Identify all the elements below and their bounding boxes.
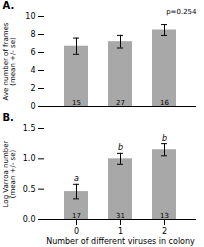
svg-text:27: 27: [116, 99, 125, 107]
svg-text:0.5: 0.5: [23, 185, 36, 194]
svg-text:a: a: [74, 174, 79, 183]
svg-text:1: 1: [118, 227, 123, 236]
svg-text:6: 6: [30, 48, 35, 57]
svg-text:17: 17: [72, 212, 81, 220]
svg-text:8: 8: [30, 30, 35, 39]
svg-text:2: 2: [30, 84, 35, 93]
svg-text:10: 10: [25, 12, 35, 21]
svg-text:Log Varroa number(mean +/- se): Log Varroa number(mean +/- se): [2, 140, 17, 207]
svg-text:0: 0: [74, 227, 79, 236]
svg-text:b: b: [118, 143, 123, 152]
svg-text:p=0.254: p=0.254: [166, 8, 197, 16]
svg-text:16: 16: [160, 99, 169, 107]
svg-text:2: 2: [162, 227, 167, 236]
svg-text:31: 31: [116, 212, 125, 220]
svg-text:15: 15: [72, 99, 81, 107]
svg-text:Ave number of frames(mean +/-: Ave number of frames(mean +/- se): [2, 22, 17, 100]
svg-text:1.0: 1.0: [23, 154, 36, 163]
svg-text:A.: A.: [3, 0, 15, 11]
svg-text:1.5: 1.5: [23, 124, 36, 133]
svg-text:b: b: [162, 134, 167, 143]
svg-text:4: 4: [30, 66, 35, 75]
svg-text:0: 0: [30, 102, 35, 111]
svg-text:B.: B.: [3, 112, 14, 123]
svg-text:13: 13: [160, 212, 169, 220]
svg-text:Number of different viruses in: Number of different viruses in colony: [46, 237, 195, 246]
svg-text:0.0: 0.0: [23, 215, 36, 224]
